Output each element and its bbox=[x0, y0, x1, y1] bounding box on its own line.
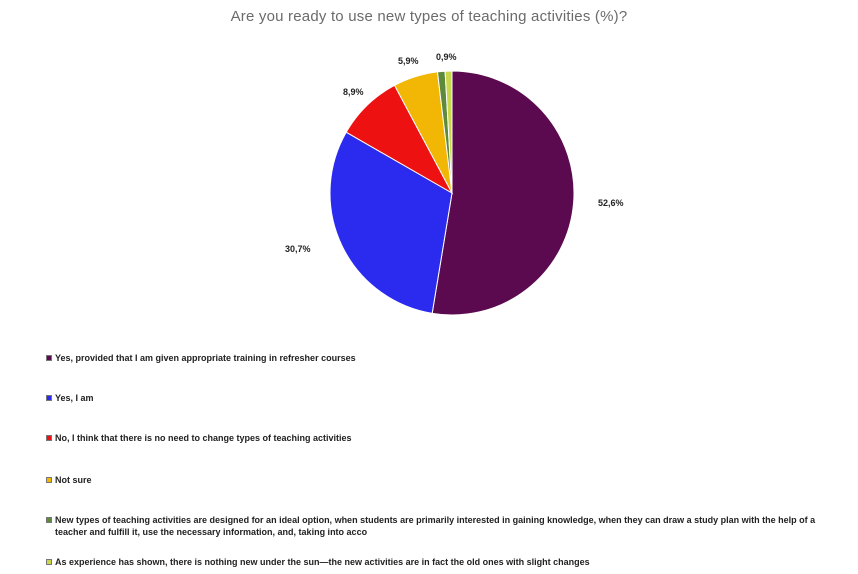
legend-swatch-3 bbox=[46, 477, 52, 483]
legend-label-2: No, I think that there is no need to cha… bbox=[55, 433, 352, 443]
legend-label-0: Yes, provided that I am given appropriat… bbox=[55, 353, 356, 363]
data-label-3: 5,9% bbox=[398, 56, 419, 66]
legend-swatch-0 bbox=[46, 355, 52, 361]
data-label-5: 0,9% bbox=[436, 52, 457, 62]
legend-label-5: As experience has shown, there is nothin… bbox=[55, 557, 590, 567]
legend-label-4: New types of teaching activities are des… bbox=[55, 515, 816, 537]
legend-item-1: Yes, I am bbox=[46, 392, 94, 404]
legend-label-3: Not sure bbox=[55, 475, 92, 485]
legend-swatch-5 bbox=[46, 559, 52, 565]
legend-item-4: New types of teaching activities are des… bbox=[46, 514, 845, 538]
legend-swatch-1 bbox=[46, 395, 52, 401]
legend-swatch-2 bbox=[46, 435, 52, 441]
chart-title: Are you ready to use new types of teachi… bbox=[230, 8, 628, 25]
legend-item-0: Yes, provided that I am given appropriat… bbox=[46, 352, 356, 364]
pie-slice-1 bbox=[329, 131, 453, 314]
legend-item-5: As experience has shown, there is nothin… bbox=[46, 556, 590, 568]
legend-label-1: Yes, I am bbox=[55, 393, 94, 403]
legend-item-3: Not sure bbox=[46, 474, 92, 486]
data-label-2: 8,9% bbox=[343, 87, 364, 97]
data-label-1: 30,7% bbox=[285, 244, 311, 254]
data-label-0: 52,6% bbox=[598, 198, 624, 208]
legend-item-2: No, I think that there is no need to cha… bbox=[46, 432, 352, 444]
pie-slice-5 bbox=[444, 70, 453, 194]
pie-slice-0 bbox=[431, 70, 575, 316]
legend-swatch-4 bbox=[46, 517, 52, 523]
